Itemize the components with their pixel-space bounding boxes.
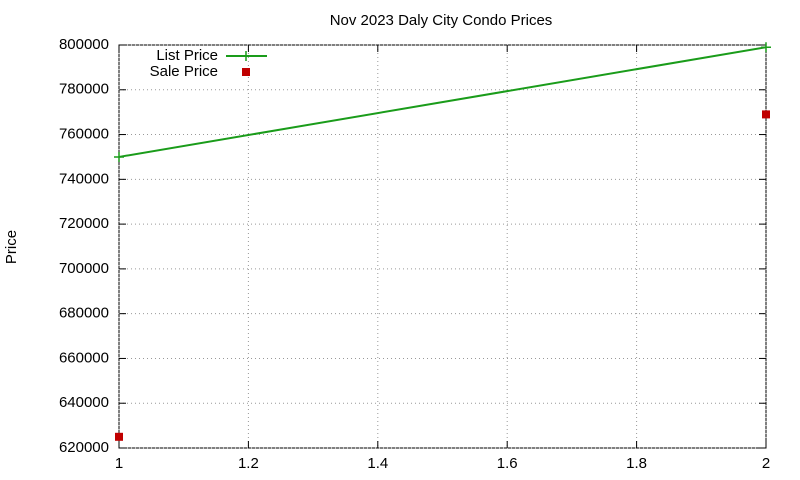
y-tick-label: 740000 xyxy=(59,170,109,187)
x-tick-label: 1.6 xyxy=(497,455,518,472)
legend-swatch xyxy=(242,68,250,76)
point-marker xyxy=(114,151,124,162)
y-tick-label: 680000 xyxy=(59,305,109,322)
legend-label: Sale Price xyxy=(150,63,218,80)
legend-label: List Price xyxy=(156,47,218,64)
chart-title: Nov 2023 Daly City Condo Prices xyxy=(330,12,553,29)
plot-frame xyxy=(118,44,767,449)
y-axis-label: Price xyxy=(3,230,20,264)
y-tick-label: 700000 xyxy=(59,260,109,277)
x-tick-label: 1 xyxy=(115,455,123,472)
y-tick-label: 720000 xyxy=(59,215,109,232)
point-marker xyxy=(115,432,123,441)
y-tick-label: 640000 xyxy=(59,394,109,411)
y-tick-label: 760000 xyxy=(59,126,109,143)
series-line xyxy=(118,46,767,158)
legend-swatch xyxy=(241,51,251,61)
x-tick-label: 2 xyxy=(762,455,770,472)
y-tick-label: 620000 xyxy=(59,439,109,456)
y-tick-label: 660000 xyxy=(59,349,109,366)
y-tick-label: 780000 xyxy=(59,81,109,98)
x-tick-label: 1.4 xyxy=(367,455,388,472)
point-marker xyxy=(761,42,771,53)
x-tick-label: 1.2 xyxy=(238,455,259,472)
y-tick-label: 800000 xyxy=(59,36,109,53)
point-marker xyxy=(762,110,770,119)
x-tick-label: 1.8 xyxy=(626,455,647,472)
